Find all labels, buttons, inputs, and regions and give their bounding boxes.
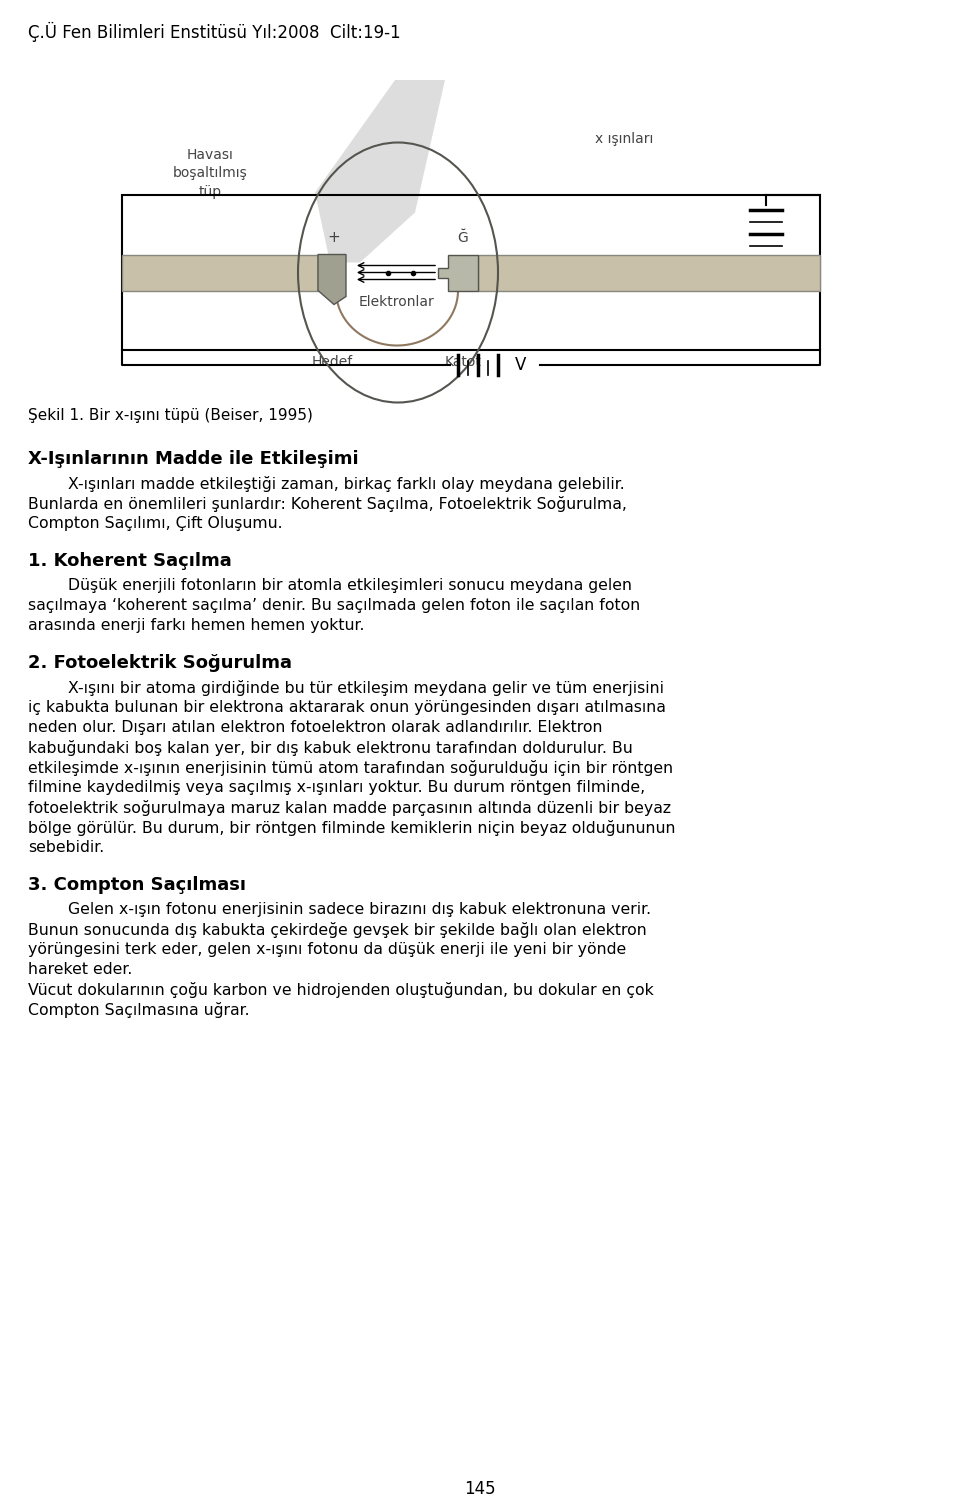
Text: x ışınları: x ışınları — [595, 131, 654, 146]
Text: bölge görülür. Bu durum, bir röntgen filminde kemiklerin niçin beyaz olduğununun: bölge görülür. Bu durum, bir röntgen fil… — [28, 820, 676, 837]
Text: Bunun sonucunda dış kabukta çekirdeğe gevşek bir şekilde bağlı olan elektron: Bunun sonucunda dış kabukta çekirdeğe ge… — [28, 923, 647, 938]
Text: yörüngesini terk eder, gelen x-ışını fotonu da düşük enerji ile yeni bir yönde: yörüngesini terk eder, gelen x-ışını fot… — [28, 942, 626, 957]
Polygon shape — [122, 255, 318, 290]
Text: iç kabukta bulunan bir elektrona aktararak onun yörüngesinden dışarı atılmasına: iç kabukta bulunan bir elektrona aktarar… — [28, 701, 666, 716]
Text: Hedef: Hedef — [311, 355, 352, 368]
Text: 1. Koherent Saçılma: 1. Koherent Saçılma — [28, 553, 231, 569]
Text: Compton Saçılımı, Çift Oluşumu.: Compton Saçılımı, Çift Oluşumu. — [28, 516, 282, 532]
Text: 2. Fotoelektrik Soğurulma: 2. Fotoelektrik Soğurulma — [28, 654, 292, 672]
Text: kabuğundaki boş kalan yer, bir dış kabuk elektronu tarafından doldurulur. Bu: kabuğundaki boş kalan yer, bir dış kabuk… — [28, 740, 633, 757]
Text: Havası
boşaltılmış
tüp: Havası boşaltılmış tüp — [173, 148, 248, 199]
Text: 3. Compton Saçılması: 3. Compton Saçılması — [28, 876, 246, 894]
Text: 145: 145 — [465, 1480, 495, 1498]
Text: Katot: Katot — [444, 355, 481, 368]
Text: Bunlarda en önemlileri şunlardır: Koherent Saçılma, Fotoelektrik Soğurulma,: Bunlarda en önemlileri şunlardır: Kohere… — [28, 495, 627, 512]
Text: X-ışınları madde etkileştiği zaman, birkaç farklı olay meydana gelebilir.: X-ışınları madde etkileştiği zaman, birk… — [28, 476, 625, 492]
Polygon shape — [438, 255, 478, 290]
Text: sebebidir.: sebebidir. — [28, 840, 105, 855]
Text: +: + — [327, 230, 341, 245]
Text: Şekil 1. Bir x-ışını tüpü (Beiser, 1995): Şekil 1. Bir x-ışını tüpü (Beiser, 1995) — [28, 408, 313, 423]
Text: Ğ: Ğ — [458, 231, 468, 245]
Text: Ç.Ü Fen Bilimleri Enstitüsü Yıl:2008  Cilt:19-1: Ç.Ü Fen Bilimleri Enstitüsü Yıl:2008 Cil… — [28, 23, 400, 42]
Text: X-Işınlarının Madde ile Etkileşimi: X-Işınlarının Madde ile Etkileşimi — [28, 450, 359, 468]
Text: filmine kaydedilmiş veya saçılmış x-ışınları yoktur. Bu durum röntgen filminde,: filmine kaydedilmiş veya saçılmış x-ışın… — [28, 781, 645, 794]
Text: arasında enerji farkı hemen hemen yoktur.: arasında enerji farkı hemen hemen yoktur… — [28, 618, 365, 633]
Text: V: V — [515, 356, 526, 374]
Text: neden olur. Dışarı atılan elektron fotoelektron olarak adlandırılır. Elektron: neden olur. Dışarı atılan elektron fotoe… — [28, 720, 603, 735]
Text: Düşük enerjili fotonların bir atomla etkileşimleri sonucu meydana gelen: Düşük enerjili fotonların bir atomla etk… — [28, 578, 632, 593]
Polygon shape — [318, 255, 346, 305]
Text: Gelen x-ışın fotonu enerjisinin sadece birazını dış kabuk elektronuna verir.: Gelen x-ışın fotonu enerjisinin sadece b… — [28, 901, 651, 917]
Text: Elektronlar: Elektronlar — [359, 296, 435, 310]
Polygon shape — [478, 255, 820, 290]
Text: fotoelektrik soğurulmaya maruz kalan madde parçasının altında düzenli bir beyaz: fotoelektrik soğurulmaya maruz kalan mad… — [28, 800, 671, 815]
Text: X-ışını bir atoma girdiğinde bu tür etkileşim meydana gelir ve tüm enerjisini: X-ışını bir atoma girdiğinde bu tür etki… — [28, 680, 664, 696]
Text: etkileşimde x-ışının enerjisinin tümü atom tarafından soğurulduğu için bir röntg: etkileşimde x-ışının enerjisinin tümü at… — [28, 760, 673, 776]
Polygon shape — [315, 80, 445, 263]
Text: hareket eder.: hareket eder. — [28, 962, 132, 977]
Text: Compton Saçılmasına uğrar.: Compton Saçılmasına uğrar. — [28, 1003, 250, 1018]
Text: saçılmaya ‘koherent saçılma’ denir. Bu saçılmada gelen foton ile saçılan foton: saçılmaya ‘koherent saçılma’ denir. Bu s… — [28, 598, 640, 613]
Text: Vücut dokularının çoğu karbon ve hidrojenden oluştuğundan, bu dokular en çok: Vücut dokularının çoğu karbon ve hidroje… — [28, 982, 654, 998]
